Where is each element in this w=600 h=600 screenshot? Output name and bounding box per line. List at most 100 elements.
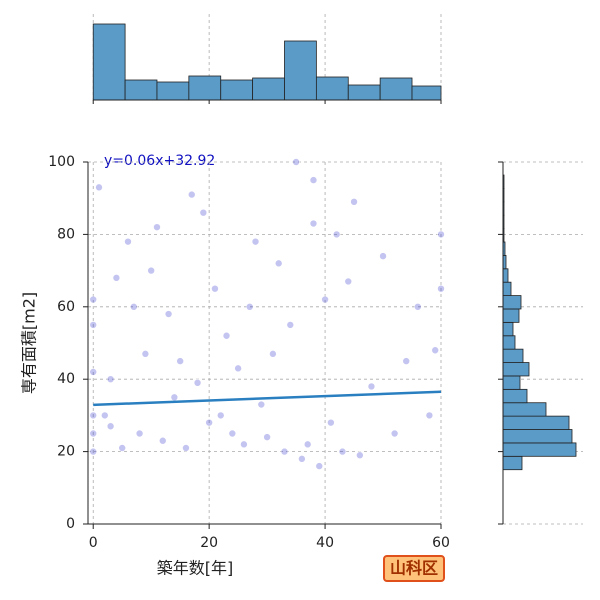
histogram-bar <box>502 415 570 430</box>
regression-line <box>93 390 442 407</box>
scatter-point <box>176 357 184 365</box>
scatter-point <box>309 219 318 228</box>
scatter-point <box>425 411 434 420</box>
scatter-point <box>350 198 358 206</box>
scatter-point <box>106 422 115 431</box>
scatter-point <box>89 321 98 329</box>
histogram-bar <box>502 442 577 457</box>
scatter-point <box>234 364 242 373</box>
scatter-point <box>118 444 126 452</box>
badge-box <box>383 555 445 582</box>
histogram-bar <box>502 348 524 363</box>
y-tick-label: 0 <box>66 516 75 532</box>
histogram-bar <box>379 77 413 101</box>
scatter-point <box>344 277 353 286</box>
scatter-point <box>135 429 144 438</box>
histogram-bar <box>502 455 523 471</box>
scatter-point <box>303 440 312 449</box>
scatter-point <box>321 295 329 304</box>
scatter-point <box>228 429 237 438</box>
x-tick-label: 60 <box>432 535 450 551</box>
scatter-point <box>431 346 440 355</box>
scatter-point <box>129 302 138 311</box>
histogram-bar <box>502 308 520 323</box>
histogram-bar <box>502 388 528 404</box>
histogram-bar <box>188 75 222 101</box>
scatter-point <box>367 382 376 391</box>
histogram-bar <box>502 429 573 444</box>
scatter-point <box>269 350 277 358</box>
scatter-point <box>124 237 132 246</box>
scatter-point <box>170 393 179 402</box>
scatter-point <box>245 302 254 311</box>
scatter-point <box>158 436 167 445</box>
scatter-point <box>257 400 266 409</box>
regression-equation: y=0.06x+32.92 <box>104 153 215 169</box>
histogram-bar <box>347 84 381 101</box>
scatter-point <box>309 176 318 184</box>
scatter-point <box>298 455 306 463</box>
badge: 山科区 <box>390 559 438 578</box>
scatter-point <box>193 379 202 387</box>
scatter-point <box>182 444 190 452</box>
histogram-bar <box>220 79 254 101</box>
histogram-bar <box>502 362 530 377</box>
y-tick-label: 40 <box>57 371 75 387</box>
scatter-point <box>327 418 335 427</box>
histogram-bar <box>502 335 516 350</box>
scatter-point <box>187 190 196 199</box>
y-axis-label: 専有面積[m2] <box>20 292 39 394</box>
histogram-bar <box>411 85 442 101</box>
scatter-point <box>205 418 213 427</box>
y-tick-label: 60 <box>57 299 75 315</box>
scatter-point <box>315 462 324 470</box>
scatter-point <box>274 259 283 268</box>
scatter-point <box>112 274 121 282</box>
histogram-bar <box>502 281 512 296</box>
scatter-point <box>286 321 295 329</box>
scatter-point <box>356 451 364 460</box>
scatter-point <box>199 208 208 217</box>
scatter-point <box>437 284 445 293</box>
histogram-bar <box>502 295 522 310</box>
scatter-point <box>263 433 271 441</box>
scatter-point <box>164 310 173 318</box>
x-axis-label: 築年数[年] <box>157 559 234 578</box>
scatter-point <box>89 295 98 304</box>
histogram-bar <box>502 375 521 390</box>
y-tick-label: 80 <box>57 226 75 242</box>
x-tick-label: 0 <box>89 535 98 551</box>
histogram-bar <box>502 268 509 283</box>
histogram-bar <box>502 402 547 417</box>
scatter-point <box>216 411 225 420</box>
scatter-point <box>332 230 341 239</box>
scatter-point <box>402 357 411 365</box>
scatter-point <box>390 429 399 438</box>
histogram-bar <box>252 77 285 101</box>
scatter-point <box>95 183 103 192</box>
scatter-point <box>101 411 109 420</box>
y-tick-label: 100 <box>48 154 75 170</box>
scatter-point <box>89 411 98 420</box>
scatter-point <box>292 158 300 166</box>
scatter-point <box>240 440 248 449</box>
scatter-point <box>437 230 445 239</box>
scatter-point <box>89 368 98 376</box>
scatter-point <box>211 284 219 293</box>
scatter-point <box>222 331 231 340</box>
histogram-bar <box>502 321 514 337</box>
scatter-point <box>89 429 98 438</box>
y-tick-label: 20 <box>57 444 75 460</box>
scatter-point <box>251 237 260 246</box>
histogram-bar <box>315 76 349 101</box>
scatter-point <box>379 252 387 260</box>
histogram-bar <box>284 40 317 101</box>
x-tick-label: 40 <box>316 535 334 551</box>
histogram-bar <box>156 81 190 101</box>
x-tick-label: 20 <box>200 535 218 551</box>
scatter-point <box>147 266 155 275</box>
scatter-point <box>89 447 98 456</box>
scatter-point <box>153 223 161 231</box>
histogram-bar <box>92 23 126 101</box>
